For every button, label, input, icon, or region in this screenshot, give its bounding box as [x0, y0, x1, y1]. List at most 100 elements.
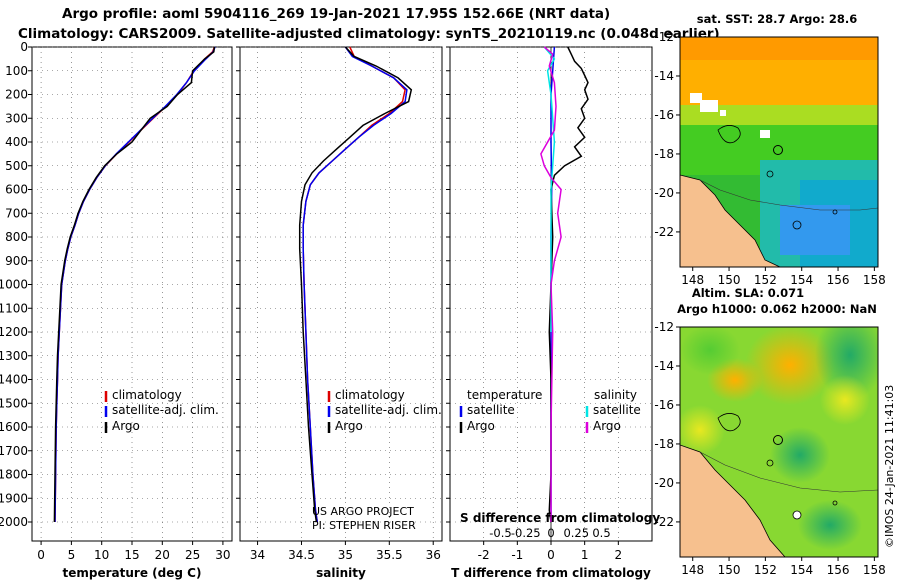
s-tick-label: 0.5: [592, 526, 610, 540]
x-tick-label: 0: [37, 548, 45, 562]
legend-satellite-label: satellite-adj. clim.: [112, 403, 219, 417]
y-tick-label: 1200: [0, 325, 28, 339]
sst-map-title: sat. SST: 28.7 Argo: 28.6: [697, 12, 857, 26]
legend-argo-label: Argo: [335, 419, 363, 433]
legend-temperature-title: temperature: [467, 388, 542, 402]
s-tick-label: 0: [547, 526, 554, 540]
argo-position-marker: [773, 435, 783, 445]
y-tick-label: 700: [5, 206, 28, 220]
sla-map-subtitle: Argo h1000: 0.062 h2000: NaN: [677, 302, 877, 316]
map-x-tick-label: 150: [718, 273, 741, 287]
legend-climatology-label: climatology: [335, 388, 405, 402]
series-line-s-argo: [540, 46, 562, 522]
temperature-panel: 0 5 10 15 20 25 300100200300400500600700800900…: [0, 40, 233, 580]
series-line-t-argo: [548, 46, 589, 523]
difference-legend: temperature satellite Argo salinity sate…: [459, 388, 641, 433]
s-tick-label: -0.5: [489, 526, 511, 540]
map-y-tick-label: -16: [654, 398, 674, 412]
x-tick-label: -2: [478, 548, 490, 562]
legend-t-satellite-label: satellite: [467, 403, 515, 417]
map-y-tick-label: -18: [654, 147, 674, 161]
legend-t-argo-label: Argo: [467, 419, 495, 433]
x-tick-label: 10: [94, 548, 109, 562]
map-y-tick-label: -22: [654, 225, 674, 239]
y-tick-label: 900: [5, 254, 28, 268]
map-x-tick-label: 154: [790, 563, 813, 577]
temperature-legend: climatology satellite-adj. clim. Argo: [104, 388, 219, 433]
y-tick-label: 600: [5, 183, 28, 197]
map-y-tick-label: -20: [654, 186, 674, 200]
difference-panel: -2 -1 0 1 2 T difference from climatology: [446, 46, 653, 580]
x-tick-label: 36: [426, 548, 441, 562]
salinity-legend: climatology satellite-adj. clim. Argo: [327, 388, 442, 433]
y-tick-label: 800: [5, 230, 28, 244]
y-tick-label: 1500: [0, 396, 28, 410]
map-y-tick-label: -14: [654, 359, 674, 373]
map-x-tick-label: 148: [681, 273, 704, 287]
plot-frame: [239, 46, 443, 542]
y-tick-label: 300: [5, 111, 28, 125]
x-tick-label: 1: [581, 548, 589, 562]
x-axis-label: T difference from climatology: [451, 566, 651, 580]
x-axis-label: salinity: [316, 566, 366, 580]
map-x-tick-label: 148: [681, 563, 704, 577]
s-diff-axis-title: S difference from climatology: [460, 511, 660, 525]
y-tick-label: 1100: [0, 301, 28, 315]
map-x-tick-label: 152: [754, 563, 777, 577]
map-x-tick-label: 156: [827, 563, 850, 577]
legend-salinity-title: salinity: [594, 388, 637, 402]
x-tick-label: 15: [124, 548, 139, 562]
y-tick-label: 500: [5, 159, 28, 173]
series-line-argo: [298, 46, 413, 523]
map-y-tick-label: -16: [654, 108, 674, 122]
pi-credit: PI: STEPHEN RISER: [312, 519, 416, 532]
map-y-tick-label: -12: [654, 30, 674, 44]
legend-s-argo-label: Argo: [593, 419, 621, 433]
y-tick-label: 1400: [0, 373, 28, 387]
x-axis-label: temperature (deg C): [63, 566, 202, 580]
x-tick-label: 2: [615, 548, 623, 562]
x-tick-label: 5: [68, 548, 76, 562]
x-tick-label: 35: [338, 548, 353, 562]
y-tick-label: 100: [5, 64, 28, 78]
argo-position-marker: [773, 145, 783, 155]
project-credit: US ARGO PROJECT: [312, 505, 414, 518]
map-y-tick-label: -14: [654, 69, 674, 83]
map-x-tick-label: 150: [718, 563, 741, 577]
x-tick-label: 34.5: [288, 548, 315, 562]
s-diff-tick-labels: -0.5 -0.25 0 0.25 0.5: [489, 526, 610, 540]
x-tick-label: 30: [215, 548, 230, 562]
x-tick-label: 0: [547, 548, 555, 562]
imos-credit: ©IMOS 24-Jan-2021 11:41:03: [883, 385, 896, 548]
series-line-argo: [53, 46, 216, 523]
map-x-tick-label: 152: [754, 273, 777, 287]
y-tick-label: 400: [5, 135, 28, 149]
sla-map-title: Altim. SLA: 0.071: [692, 286, 804, 300]
legend-satellite-label: satellite-adj. clim.: [335, 403, 442, 417]
y-tick-label: 1000: [0, 278, 28, 292]
y-tick-label: 1300: [0, 349, 28, 363]
map-x-tick-label: 158: [863, 563, 886, 577]
salinity-panel: 34 34.5 35 35.5 36 salinity: [236, 46, 443, 580]
y-tick-label: 1900: [0, 491, 28, 505]
legend-s-satellite-label: satellite: [593, 403, 641, 417]
x-tick-label: 34: [250, 548, 265, 562]
x-tick-label: 20: [155, 548, 170, 562]
y-tick-label: 1800: [0, 468, 28, 482]
map-y-tick-label: -18: [654, 437, 674, 451]
map-x-tick-label: 156: [827, 273, 850, 287]
map-y-tick-label: -12: [654, 320, 674, 334]
chart-title: Argo profile: aoml 5904116_269 19-Jan-20…: [62, 6, 611, 22]
x-tick-label: -1: [511, 548, 523, 562]
y-tick-label: 1700: [0, 444, 28, 458]
map-x-tick-label: 158: [863, 273, 886, 287]
y-tick-label: 1600: [0, 420, 28, 434]
y-tick-label: 200: [5, 88, 28, 102]
map-x-tick-label: 154: [790, 273, 813, 287]
map-y-tick-label: -20: [654, 476, 674, 490]
sst-map: [679, 36, 879, 268]
map-y-tick-label: -22: [654, 515, 674, 529]
x-tick-label: 35.5: [376, 548, 403, 562]
sla-map: [679, 326, 879, 558]
